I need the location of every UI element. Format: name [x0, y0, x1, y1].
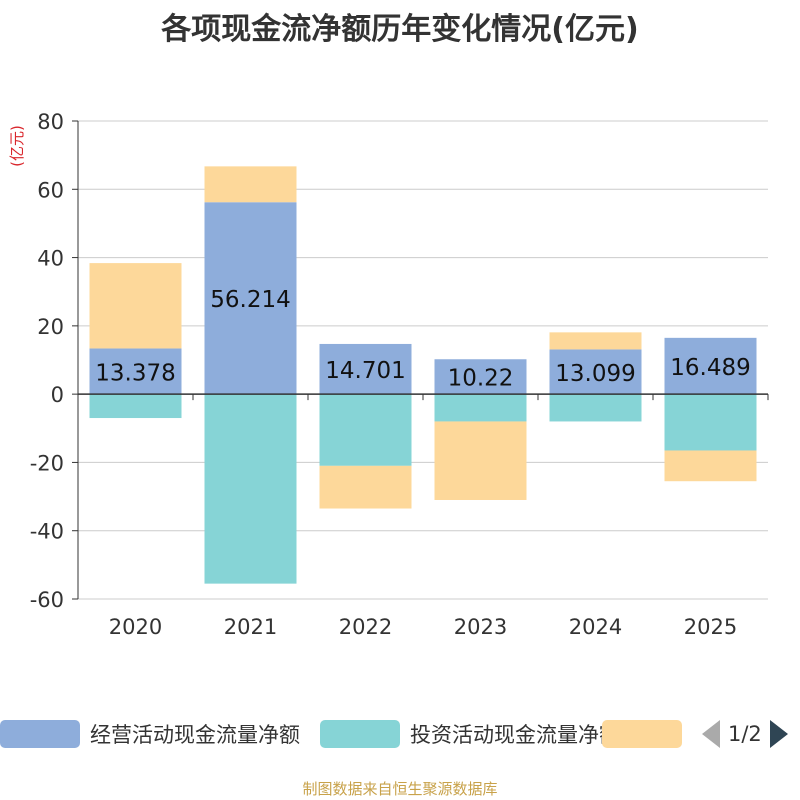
- y-tick-label: 80: [37, 110, 64, 134]
- legend: 经营活动现金流量净额 投资活动现金流量净额 1/2: [0, 716, 800, 756]
- legend-swatch-operating: [0, 720, 80, 748]
- prev-page-icon[interactable]: [702, 720, 720, 748]
- bar-2022-series-1: [319, 394, 412, 466]
- axes: 80 60 40 20 0 -20 -40 -60 2020 2021 2022 2023 2024 20…: [30, 110, 769, 639]
- y-axis-unit-label: (亿元): [8, 125, 26, 167]
- legend-label-operating: 经营活动现金流量净额: [90, 723, 300, 747]
- y-tick-label: 0: [51, 383, 64, 407]
- x-tick-label: 2020: [109, 615, 162, 639]
- bar-2025-series-0: [664, 337, 757, 395]
- bar-group: [89, 166, 757, 584]
- bar-2025-series-2: [664, 450, 757, 482]
- legend-pager: 1/2: [702, 716, 788, 752]
- y-tick-label: 20: [37, 315, 64, 339]
- x-tick-label: 2022: [339, 615, 392, 639]
- legend-swatch-financing: [602, 720, 682, 748]
- legend-item-investing[interactable]: 投资活动现金流量净额: [320, 716, 620, 752]
- data-label-2022: 14.701: [325, 358, 405, 384]
- bar-2025-series-1: [664, 394, 757, 451]
- data-source-note: 制图数据来自恒生聚源数据库: [302, 780, 498, 798]
- legend-label-investing: 投资活动现金流量净额: [410, 723, 620, 747]
- y-tick-label: -20: [30, 451, 64, 475]
- data-label-2020: 13.378: [95, 360, 175, 386]
- chart-title: 各项现金流净额历年变化情况(亿元): [161, 12, 639, 47]
- y-tick-label: -60: [30, 588, 64, 612]
- data-label-2023: 10.22: [448, 366, 514, 392]
- x-tick-label: 2023: [454, 615, 507, 639]
- bar-2021-series-1: [204, 394, 297, 584]
- x-tick-label: 2021: [224, 615, 277, 639]
- bar-2022-series-2: [319, 465, 412, 509]
- bar-2023-series-2: [434, 421, 527, 500]
- data-label-2021: 56.214: [210, 287, 290, 313]
- bar-2024-series-1: [549, 394, 642, 422]
- bar-2020-series-2: [89, 263, 182, 349]
- grid-lines: [78, 120, 768, 600]
- bar-2024-series-0: [549, 349, 642, 395]
- data-labels: 13.378 56.214 14.701 10.22 13.099 16.489: [95, 287, 750, 392]
- x-tick-label: 2025: [684, 615, 737, 639]
- data-label-2025: 16.489: [670, 355, 750, 381]
- x-tick-label: 2024: [569, 615, 622, 639]
- bar-2020-series-0: [89, 348, 182, 395]
- next-page-icon[interactable]: [769, 720, 788, 748]
- bar-2022-series-0: [319, 343, 412, 395]
- bar-2021-series-0: [204, 202, 297, 395]
- legend-item-financing[interactable]: [602, 716, 692, 752]
- data-label-2024: 13.099: [555, 361, 635, 387]
- y-tick-label: -40: [30, 520, 64, 544]
- legend-page-indicator: 1/2: [728, 722, 762, 746]
- legend-item-operating[interactable]: 经营活动现金流量净额: [0, 716, 300, 752]
- bar-2020-series-1: [89, 394, 182, 419]
- bar-2023-series-0: [434, 359, 527, 395]
- legend-swatch-investing: [320, 720, 400, 748]
- bar-2021-series-2: [204, 166, 297, 203]
- bar-2024-series-2: [549, 332, 642, 350]
- y-tick-label: 40: [37, 247, 64, 271]
- y-tick-label: 60: [37, 178, 64, 202]
- bar-2023-series-1: [434, 394, 527, 422]
